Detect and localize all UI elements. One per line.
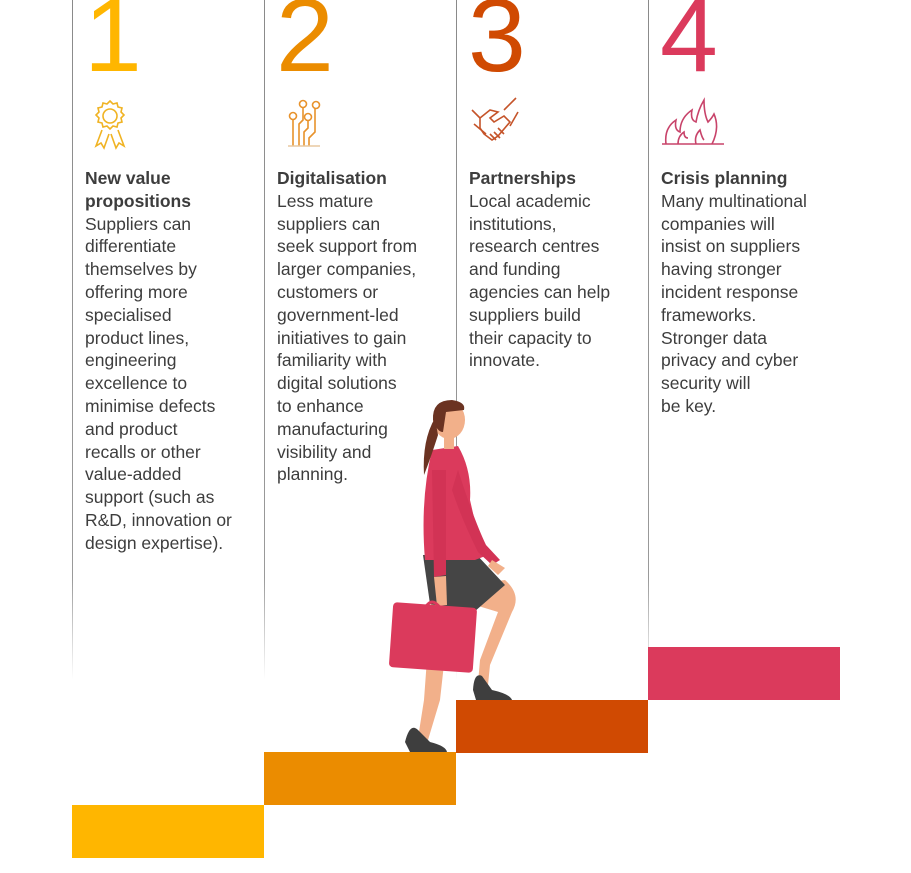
- description-line: specialised: [85, 304, 172, 325]
- step-title-line: propositions: [85, 190, 191, 211]
- column-divider: [72, 0, 73, 680]
- description-line: agencies can help: [469, 281, 611, 302]
- description-line: institutions,: [469, 213, 557, 234]
- step-description: Suppliers can differentiate themselves by o…: [85, 213, 232, 555]
- description-line: familiarity with: [277, 350, 387, 371]
- step-number: 1: [84, 0, 142, 94]
- step-title-line: New value: [85, 168, 171, 188]
- step-title-line: Digitalisation: [277, 168, 387, 188]
- column-divider: [648, 0, 649, 680]
- description-line: digital solutions: [277, 373, 397, 394]
- description-line: product lines,: [85, 327, 190, 348]
- description-line: customers or: [277, 281, 379, 302]
- description-line: excellence to: [85, 373, 188, 394]
- description-line: companies will: [661, 213, 775, 234]
- description-line: engineering: [85, 350, 177, 371]
- description-line: their capacity to: [469, 327, 592, 348]
- step-4-block: [648, 647, 840, 700]
- description-line: to enhance: [277, 395, 364, 416]
- description-line: value-added: [85, 464, 182, 485]
- step-title-line: Partnerships: [469, 168, 576, 188]
- description-line: support (such as: [85, 487, 215, 508]
- description-line: Stronger data: [661, 327, 768, 348]
- description-line: privacy and cyber: [661, 350, 799, 371]
- description-line: seek support from: [277, 236, 418, 257]
- column-3: 3 Partnerships Local academic institutions…: [456, 0, 646, 680]
- handshake-icon: [468, 96, 528, 156]
- description-line: suppliers can: [277, 213, 381, 234]
- description-line: Suppliers can: [85, 213, 192, 234]
- column-4: 4 Crisis planning Many multinational compa…: [648, 0, 838, 680]
- step-text-block: Partnerships Local academic institutions, r…: [469, 167, 610, 372]
- description-line: be key.: [661, 395, 717, 416]
- description-line: Less mature: [277, 190, 374, 211]
- description-line: and funding: [469, 259, 561, 280]
- description-line: R&D, innovation or: [85, 509, 232, 530]
- description-line: planning.: [277, 464, 349, 485]
- step-title-line: Crisis planning: [661, 168, 788, 188]
- fire-icon: [660, 96, 724, 156]
- step-description: Many multinational companies will insist o…: [661, 190, 807, 418]
- description-line: frameworks.: [661, 304, 757, 325]
- column-2: 2 Digitalisation Less mature suppliers can…: [264, 0, 454, 680]
- description-line: minimise defects: [85, 395, 216, 416]
- step-number: 3: [468, 0, 526, 94]
- step-text-block: New value propositions Suppliers can differ…: [85, 167, 232, 555]
- description-line: research centres: [469, 236, 600, 257]
- column-1: 1 New value propositions Suppliers can diff…: [72, 0, 262, 680]
- column-divider: [264, 0, 265, 680]
- circuit-icon: [276, 96, 336, 156]
- description-line: suppliers build: [469, 304, 581, 325]
- description-line: having stronger: [661, 259, 782, 280]
- step-number: 2: [276, 0, 334, 94]
- step-text-block: Digitalisation Less mature suppliers can se…: [277, 167, 417, 486]
- description-line: innovate.: [469, 350, 541, 371]
- description-line: differentiate: [85, 236, 177, 257]
- description-line: government-led: [277, 304, 399, 325]
- step-3-block: [456, 700, 648, 753]
- column-divider: [456, 0, 457, 680]
- step-number: 4: [660, 0, 718, 94]
- description-line: and product: [85, 418, 178, 439]
- step-description: Local academic institutions, research cent…: [469, 190, 610, 372]
- description-line: design expertise).: [85, 532, 224, 553]
- step-2-block: [264, 752, 456, 805]
- description-line: themselves by: [85, 259, 197, 280]
- description-line: Many multinational: [661, 190, 807, 211]
- description-line: incident response: [661, 281, 799, 302]
- description-line: offering more: [85, 281, 188, 302]
- description-line: manufacturing: [277, 418, 388, 439]
- step-1-block: [72, 805, 264, 858]
- description-line: initiatives to gain: [277, 327, 407, 348]
- description-line: Local academic: [469, 190, 591, 211]
- step-description: Less mature suppliers can seek support fro…: [277, 190, 417, 486]
- description-line: insist on suppliers: [661, 236, 801, 257]
- description-line: recalls or other: [85, 441, 201, 462]
- description-line: larger companies,: [277, 259, 417, 280]
- description-line: visibility and: [277, 441, 372, 462]
- award-ribbon-icon: [84, 96, 144, 156]
- step-text-block: Crisis planning Many multinational compani…: [661, 167, 807, 418]
- description-line: security will: [661, 373, 751, 394]
